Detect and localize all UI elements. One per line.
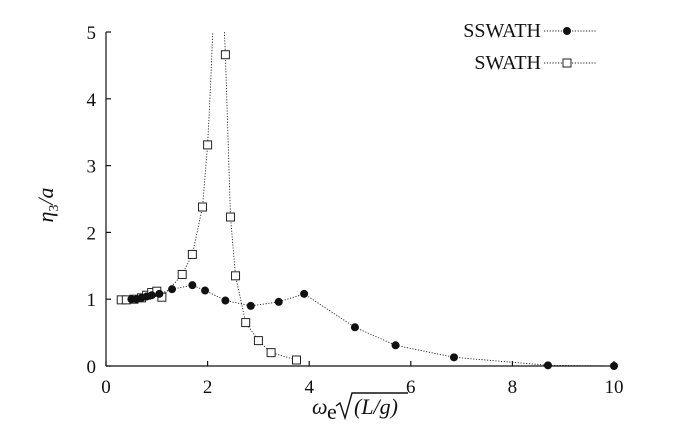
- x-tick-label: 0: [101, 377, 111, 398]
- axes: 0 2 4 6 8 10 0 1 2 3 4 5: [87, 23, 624, 398]
- data-point-sswath: [300, 289, 309, 298]
- legend: SSWATH SWATH: [463, 20, 597, 74]
- x-axis-label-radicand: (L/g): [354, 394, 398, 419]
- series-line-sswath: [131, 284, 615, 367]
- data-point-sswath: [168, 285, 177, 294]
- y-axis-label-subscript: 3: [47, 205, 62, 212]
- data-point-swath: [241, 318, 251, 328]
- data-point-sswath: [610, 362, 618, 370]
- y-tick-label: 1: [87, 290, 97, 311]
- legend-item-swath: SWATH: [474, 52, 597, 74]
- series-lines: [121, 31, 615, 367]
- x-axis-label-radical-sign: [335, 392, 408, 421]
- legend-label: SWATH: [474, 52, 541, 74]
- x-tick-label: 10: [605, 377, 624, 398]
- data-point-sswath: [188, 281, 197, 290]
- data-point-sswath: [147, 291, 156, 300]
- data-point-sswath: [155, 289, 164, 298]
- data-point-swath: [266, 348, 276, 358]
- y-axis-label-eta: η: [33, 212, 58, 223]
- x-tick-label: 4: [304, 377, 314, 398]
- legend-item-sswath: SSWATH: [463, 20, 597, 42]
- data-point-swath: [198, 202, 208, 212]
- data-point-swath: [253, 336, 263, 346]
- y-tick-label: 2: [87, 223, 97, 244]
- y-tick-label: 5: [87, 23, 97, 44]
- legend-label: SSWATH: [463, 20, 541, 42]
- data-point-sswath: [201, 286, 210, 295]
- data-point-sswath: [350, 323, 359, 332]
- x-tick-label: 8: [508, 377, 518, 398]
- data-point-sswath: [274, 297, 283, 306]
- data-point-sswath: [221, 296, 230, 305]
- data-point-sswath: [246, 301, 255, 310]
- data-point-swath: [203, 140, 213, 150]
- data-point-swath: [177, 269, 187, 279]
- x-axis-label: ω e (L/g): [312, 392, 408, 424]
- data-point-swath: [292, 355, 301, 365]
- y-tick-label: 0: [87, 357, 97, 378]
- data-point-swath: [220, 50, 230, 60]
- y-axis-label: η3/a: [33, 187, 62, 222]
- x-tick-label: 6: [406, 377, 416, 398]
- series-line-swath: [121, 31, 214, 301]
- data-point-sswath: [449, 353, 458, 362]
- x-tick-label: 2: [203, 377, 213, 398]
- data-point-swath: [231, 271, 241, 281]
- series-markers: [116, 50, 618, 370]
- data-point-sswath: [543, 361, 552, 370]
- data-point-swath: [187, 249, 197, 259]
- legend-marker: [563, 27, 571, 35]
- x-axis-label-omega: ω: [312, 394, 328, 419]
- legend-marker: [562, 58, 572, 68]
- y-tick-label: 4: [87, 90, 97, 111]
- x-axis-label-subscript: e: [327, 399, 337, 424]
- series-line-swath: [223, 31, 297, 361]
- data-point-sswath: [391, 341, 400, 350]
- data-point-swath: [225, 212, 235, 222]
- y-tick-label: 3: [87, 157, 97, 178]
- y-axis-label-rest: /a: [33, 187, 58, 206]
